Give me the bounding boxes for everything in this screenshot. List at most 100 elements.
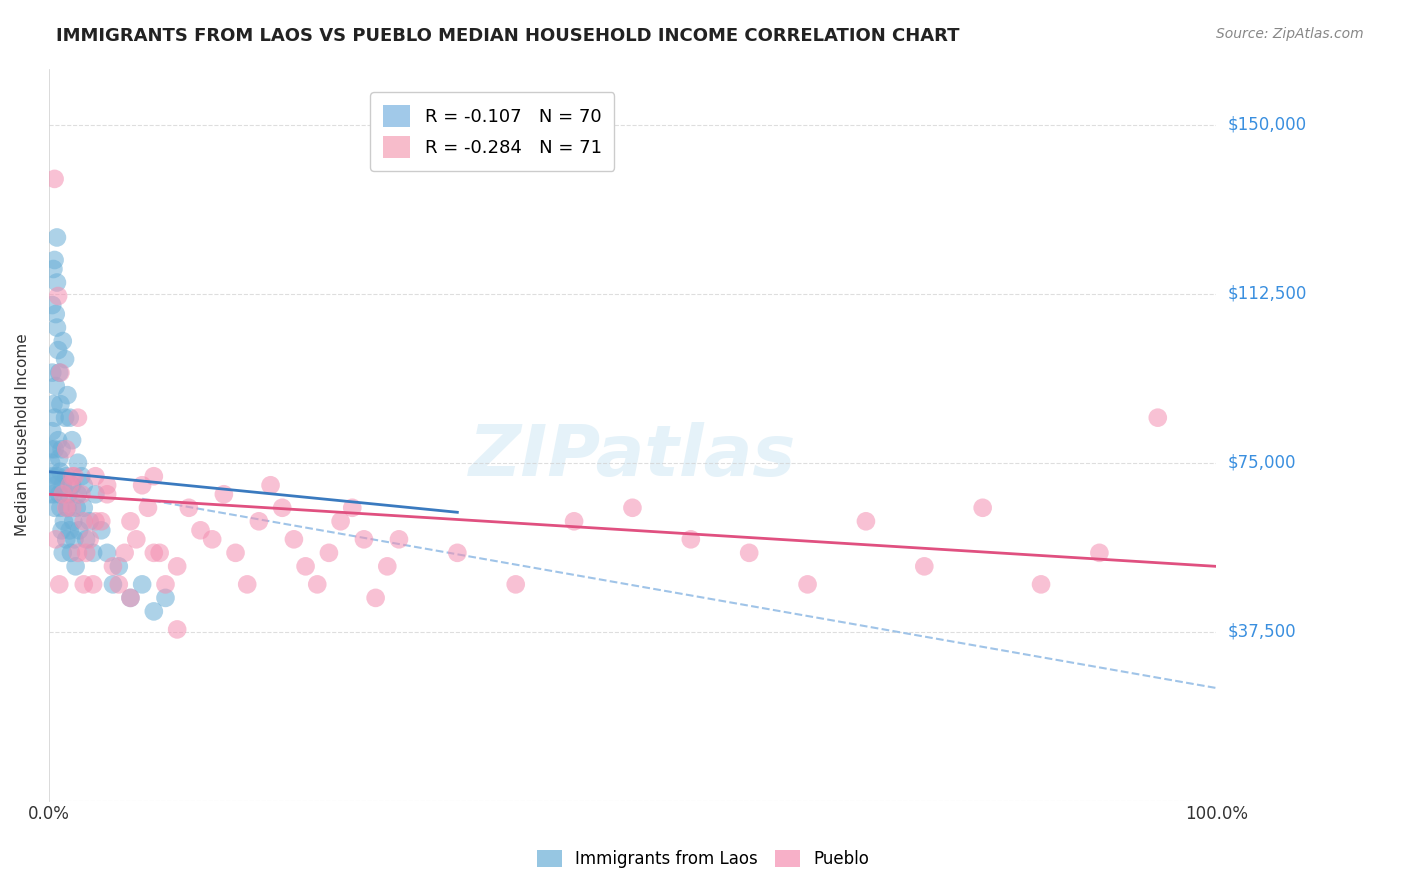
Point — [166, 623, 188, 637]
Text: $150,000: $150,000 — [1227, 116, 1306, 134]
Point — [177, 500, 200, 515]
Point — [49, 397, 72, 411]
Point — [225, 546, 247, 560]
Point — [142, 469, 165, 483]
Point — [48, 451, 70, 466]
Point — [120, 591, 142, 605]
Point — [66, 456, 89, 470]
Point — [82, 577, 104, 591]
Point — [60, 469, 83, 483]
Point — [131, 478, 153, 492]
Point — [271, 500, 294, 515]
Point — [738, 546, 761, 560]
Point — [796, 577, 818, 591]
Point — [73, 500, 96, 515]
Point — [294, 559, 316, 574]
Point — [375, 559, 398, 574]
Point — [912, 559, 935, 574]
Point — [49, 465, 72, 479]
Point — [66, 410, 89, 425]
Point — [46, 469, 69, 483]
Point — [96, 478, 118, 492]
Y-axis label: Median Household Income: Median Household Income — [15, 334, 30, 536]
Point — [42, 262, 65, 277]
Point — [60, 478, 83, 492]
Point — [307, 577, 329, 591]
Point — [44, 442, 66, 457]
Point — [66, 546, 89, 560]
Point — [55, 442, 77, 457]
Point — [67, 524, 90, 538]
Point — [131, 577, 153, 591]
Point — [107, 577, 129, 591]
Point — [42, 397, 65, 411]
Point — [58, 487, 80, 501]
Point — [84, 514, 107, 528]
Legend: Immigrants from Laos, Pueblo: Immigrants from Laos, Pueblo — [530, 843, 876, 875]
Point — [142, 546, 165, 560]
Point — [75, 533, 97, 547]
Text: $37,500: $37,500 — [1227, 623, 1296, 640]
Text: $75,000: $75,000 — [1227, 454, 1296, 472]
Point — [120, 591, 142, 605]
Point — [55, 533, 77, 547]
Point — [84, 487, 107, 501]
Point — [46, 433, 69, 447]
Point — [855, 514, 877, 528]
Point — [45, 469, 67, 483]
Point — [66, 500, 89, 515]
Point — [52, 546, 75, 560]
Point — [201, 533, 224, 547]
Point — [70, 469, 93, 483]
Point — [101, 559, 124, 574]
Point — [48, 366, 70, 380]
Point — [44, 410, 66, 425]
Point — [505, 577, 527, 591]
Point — [679, 533, 702, 547]
Point — [44, 172, 66, 186]
Point — [49, 366, 72, 380]
Point — [364, 591, 387, 605]
Point — [79, 533, 101, 547]
Point — [41, 366, 63, 380]
Text: Source: ZipAtlas.com: Source: ZipAtlas.com — [1216, 27, 1364, 41]
Point — [62, 514, 84, 528]
Point — [51, 524, 73, 538]
Point — [45, 276, 67, 290]
Point — [42, 487, 65, 501]
Point — [39, 487, 62, 501]
Point — [41, 424, 63, 438]
Point — [283, 533, 305, 547]
Text: IMMIGRANTS FROM LAOS VS PUEBLO MEDIAN HOUSEHOLD INCOME CORRELATION CHART: IMMIGRANTS FROM LAOS VS PUEBLO MEDIAN HO… — [56, 27, 960, 45]
Point — [90, 524, 112, 538]
Point — [45, 533, 67, 547]
Point — [48, 487, 70, 501]
Point — [45, 307, 67, 321]
Point — [75, 546, 97, 560]
Point — [388, 533, 411, 547]
Point — [318, 546, 340, 560]
Point — [155, 591, 177, 605]
Point — [155, 577, 177, 591]
Point — [120, 514, 142, 528]
Point — [60, 500, 83, 515]
Point — [73, 478, 96, 492]
Point — [53, 352, 76, 367]
Point — [60, 433, 83, 447]
Point — [79, 514, 101, 528]
Point — [59, 546, 82, 560]
Point — [46, 343, 69, 357]
Point — [65, 559, 87, 574]
Point — [212, 487, 235, 501]
Point — [52, 334, 75, 348]
Point — [44, 252, 66, 267]
Point — [329, 514, 352, 528]
Point — [107, 559, 129, 574]
Point — [59, 478, 82, 492]
Point — [96, 487, 118, 501]
Point — [63, 469, 86, 483]
Point — [45, 320, 67, 334]
Point — [48, 577, 70, 591]
Point — [45, 478, 67, 492]
Point — [55, 469, 77, 483]
